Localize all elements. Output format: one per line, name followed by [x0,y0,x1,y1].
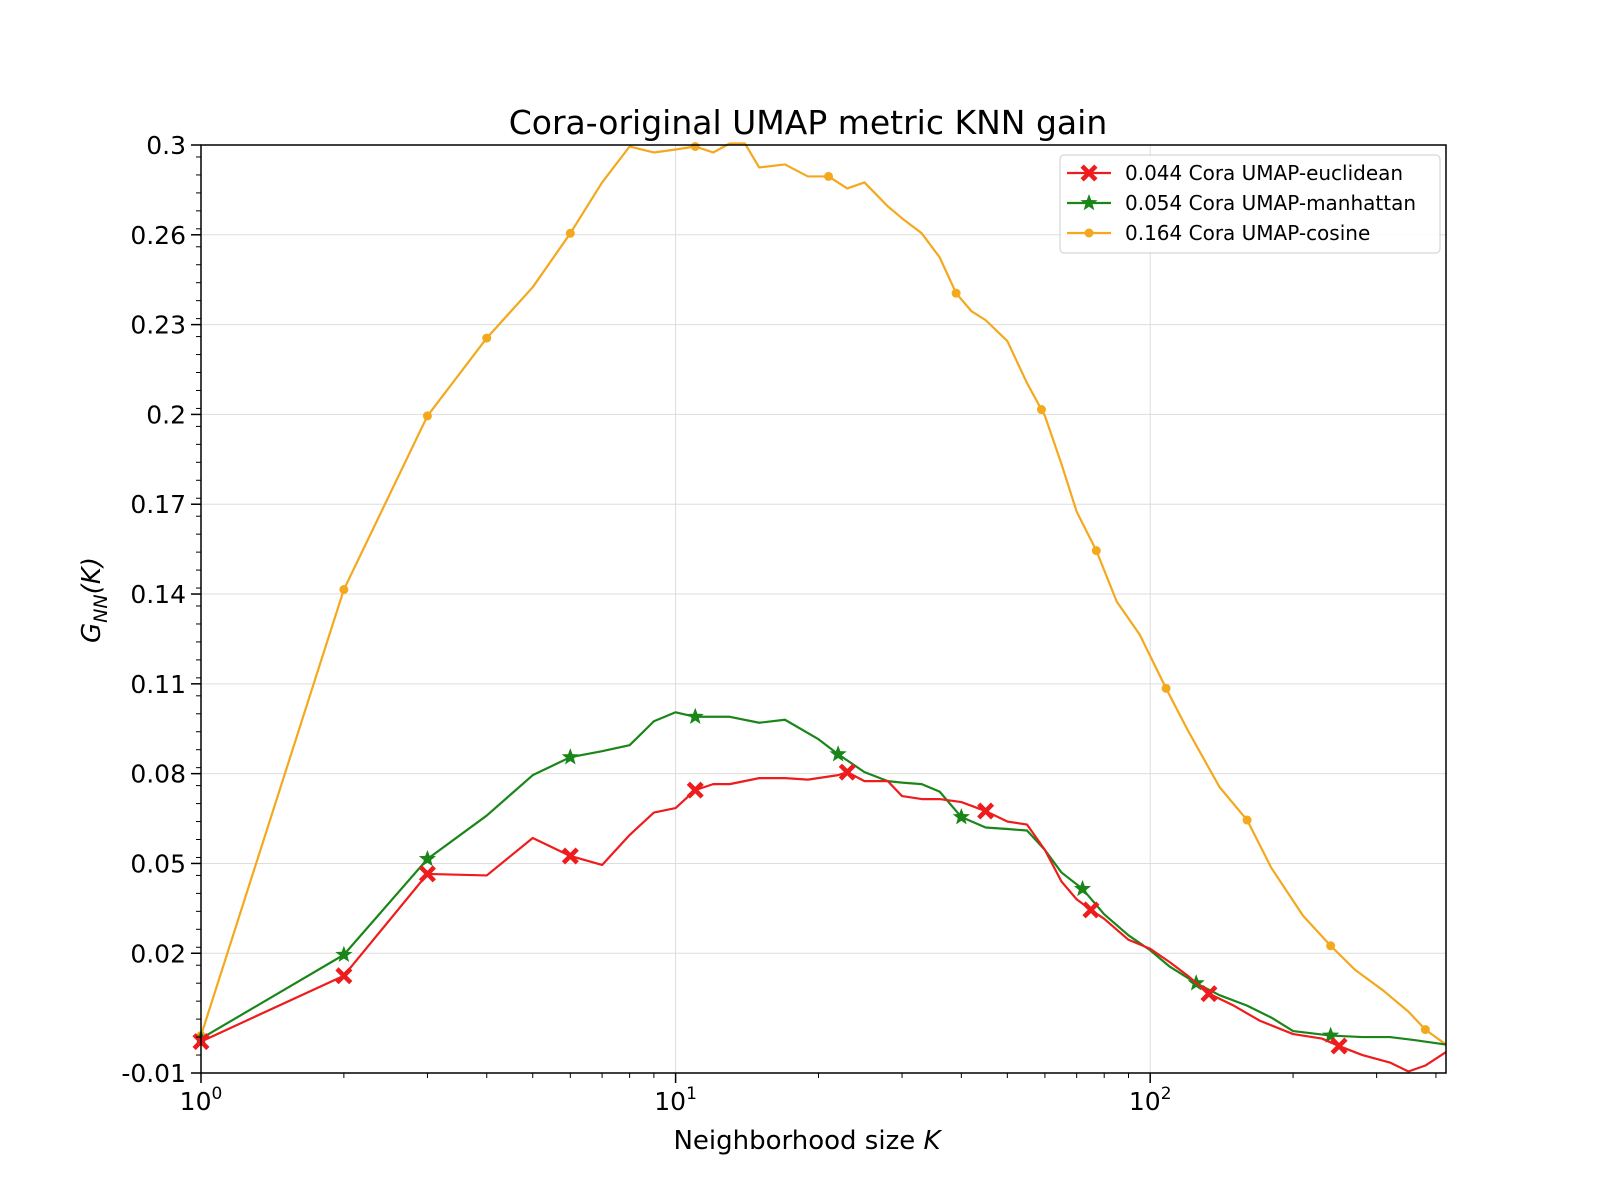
data-point-marker [1242,815,1252,825]
legend-marker [1080,194,1098,211]
legend: 0.044 Cora UMAP-euclidean 0.054 Cora UMAP… [1059,154,1441,254]
data-point-marker [335,967,353,985]
data-point-marker [824,171,834,181]
data-point-marker [1330,1037,1348,1055]
data-point-marker [1091,546,1101,556]
x-tick-label: 101 [654,1084,697,1116]
data-point-marker [977,802,995,820]
x-axis-label: Neighborhood size K [673,1126,942,1156]
y-axis-label: GNN(K) [77,557,112,643]
legend-label: 0.044 Cora UMAP-euclidean [1125,161,1403,185]
data-point-marker [335,945,353,963]
y-tick-label: 0.2 [146,400,186,429]
data-point-marker [418,865,436,883]
y-axis: 0.3 0.26 0.23 0.2 0.17 0.14 0.11 0.08 0.05 0.02 -0… [121,131,201,1088]
data-point-marker [1420,1025,1430,1035]
data-point-marker [339,585,349,595]
series-line [200,711,1447,1046]
chart-title: Cora-original UMAP metric KNN gain [509,103,1107,142]
y-tick-label: 0.08 [130,760,186,789]
y-tick-label: 0.02 [130,939,186,968]
data-point-marker [561,847,579,865]
data-point-marker [690,141,700,151]
data-point-marker [422,411,432,421]
series-2 [196,141,1447,1046]
legend-box [1059,154,1441,254]
data-point-marker [565,228,575,238]
plot-frame [200,144,1447,1074]
series-line [199,142,1447,1046]
y-tick-label: 0.17 [130,490,186,519]
y-tick-label: 0.11 [130,670,186,699]
data-point-marker [686,707,704,725]
data-point-marker [1036,405,1046,415]
y-tick-label: 0.05 [130,849,186,878]
y-tick-label: 0.3 [146,131,186,160]
series-line [200,771,1447,1073]
data-point-marker [951,288,961,298]
data-point-marker [561,748,579,765]
y-tick-label: 0.14 [130,580,186,609]
data-point-marker [838,763,856,781]
legend-marker [1084,228,1094,238]
data-point-marker [482,333,492,343]
legend-marker [1080,164,1098,182]
data-point-marker [1073,879,1092,897]
data-point-marker [686,781,704,799]
data-point-marker [1082,901,1100,919]
data-point-marker [1200,985,1218,1003]
y-tick-label: 0.26 [130,221,186,250]
x-tick-label: 102 [1129,1084,1172,1116]
data-point-marker [1326,941,1336,951]
x-axis: 100 101 102 [180,1073,1437,1116]
legend-label: 0.054 Cora UMAP-manhattan [1125,191,1416,215]
legend-label: 0.164 Cora UMAP-cosine [1125,221,1370,245]
data-point-marker [1161,683,1171,693]
data-point-marker [829,745,847,762]
data-point-marker [418,849,436,867]
y-tick-label: -0.01 [121,1059,186,1088]
x-tick-label: 100 [180,1084,223,1116]
y-tick-label: 0.23 [130,311,186,340]
data-point-marker [952,808,970,825]
data-point-marker [1322,1026,1340,1043]
